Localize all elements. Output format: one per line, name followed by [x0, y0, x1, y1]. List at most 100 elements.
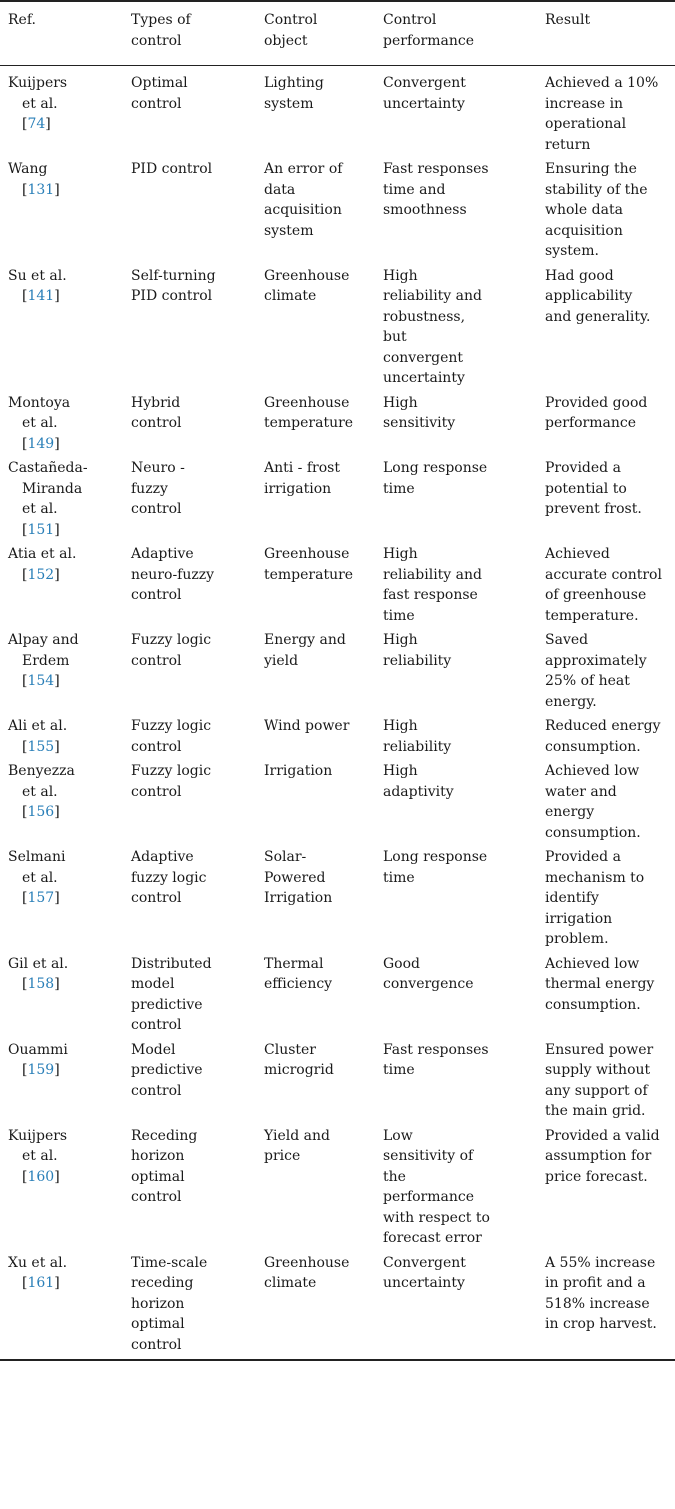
cell-object: Yield and price	[264, 1127, 330, 1165]
ref-citation: [155]	[22, 738, 60, 755]
ref-cell: Ali et al. [155]	[8, 716, 116, 757]
header-performance: Control performance	[383, 12, 475, 49]
ref-author: Wang	[8, 161, 48, 177]
cell-type: Receding horizon optimal control	[131, 1127, 198, 1206]
ref-author: Selmani	[8, 849, 66, 865]
ref-citation: [74]	[22, 116, 51, 132]
ref-author-cont: et al.	[22, 415, 58, 431]
ref-author-cont: Erdem	[22, 652, 70, 669]
ref-author-cont: et al.	[22, 95, 58, 112]
cell-result: Ensuring the stability of the whole data…	[545, 161, 648, 259]
cell-result: Provided a potential to prevent frost.	[545, 460, 642, 517]
header-type: Types of control	[131, 12, 191, 49]
cell-type: PID control	[131, 161, 213, 177]
cell-object: An error of data acquisition system	[264, 161, 343, 239]
cell-object: Wind power	[264, 718, 350, 734]
cell-performance: High reliability	[383, 718, 452, 755]
ref-cell: Atia et al. [152]	[8, 544, 116, 585]
cell-result: Had good applicability and generality.	[545, 267, 651, 325]
table-bottom-rule	[0, 1359, 675, 1361]
table-top-rule	[0, 0, 675, 2]
cell-type: Neuro - fuzzy control	[131, 460, 185, 517]
ref-author-cont: et al.	[22, 869, 58, 886]
ref-author-cont: et al.	[22, 1148, 58, 1164]
cell-result: Provided good performance	[545, 394, 648, 432]
citation-link[interactable]: 160	[27, 1168, 55, 1185]
cell-type: Time-scale receding horizon optimal cont…	[131, 1254, 208, 1353]
ref-author: Alpay and	[8, 632, 79, 648]
ref-cell: Su et al. [141]	[8, 266, 116, 307]
ref-author: Montoya	[8, 394, 71, 411]
header-rule	[0, 65, 675, 66]
ref-author-cont: Miranda	[22, 480, 83, 497]
cell-type: Distributed model predictive control	[131, 955, 212, 1034]
ref-cell: Montoya et al. [149]	[8, 393, 116, 455]
ref-cell: Benyezza et al. [156]	[8, 761, 116, 823]
ref-citation: [131]	[22, 181, 60, 198]
cell-result: Achieved accurate control of greenhouse …	[545, 546, 662, 624]
cell-performance: Convergent uncertainty	[383, 75, 466, 112]
cell-result: Ensured power supply without any support…	[545, 1041, 654, 1120]
citation-link[interactable]: 157	[27, 890, 55, 906]
ref-cell: Kuijpers et al. [74]	[8, 73, 116, 135]
ref-cell: Castañeda- Miranda et al. [151]	[8, 458, 116, 540]
ref-author: Castañeda-	[8, 460, 88, 476]
cell-object: Greenhouse climate	[264, 267, 350, 305]
citation-link[interactable]: 156	[27, 804, 55, 820]
ref-cell: Gil et al. [158]	[8, 954, 116, 995]
cell-type: Fuzzy logic control	[131, 718, 212, 755]
citation-link[interactable]: 155	[27, 738, 55, 755]
cell-object: Greenhouse temperature	[264, 394, 354, 432]
ref-author: Su et al.	[8, 267, 67, 284]
cell-object: Greenhouse climate	[264, 1254, 350, 1292]
cell-result: Achieved low water and energy consumptio…	[545, 763, 641, 841]
cell-performance: Fast responses time and smoothness	[383, 161, 489, 218]
cell-type: Self-turning PID control	[131, 267, 216, 305]
citation-link[interactable]: 74	[27, 116, 46, 132]
cell-object: Cluster microgrid	[264, 1041, 334, 1079]
cell-object: Anti - frost irrigation	[264, 460, 340, 497]
citation-link[interactable]: 151	[27, 521, 55, 538]
citation-link[interactable]: 159	[27, 1062, 55, 1078]
cell-type: Optimal control	[131, 75, 188, 112]
ref-author: Benyezza	[8, 763, 75, 779]
ref-citation: [159]	[22, 1062, 60, 1078]
cell-result: Achieved low thermal energy consumption.	[545, 955, 655, 1013]
cell-result: A 55% increase in profit and a 518% incr…	[545, 1254, 657, 1333]
cell-type: Adaptive fuzzy logic control	[131, 849, 207, 906]
ref-citation: [154]	[22, 673, 60, 689]
citation-link[interactable]: 141	[27, 288, 55, 304]
ref-citation: [158]	[22, 976, 60, 992]
header-object: Control object	[264, 12, 318, 49]
citation-link[interactable]: 154	[27, 673, 55, 689]
cell-performance: Fast responses time	[383, 1041, 489, 1079]
citation-link[interactable]: 149	[27, 435, 55, 452]
cell-object: Irrigation	[264, 763, 333, 779]
cell-object: Lighting system	[264, 75, 324, 112]
ref-citation: [141]	[22, 288, 60, 304]
header-ref: Ref.	[8, 12, 36, 28]
cell-type: Fuzzy logic control	[131, 763, 212, 800]
cell-object: Thermal efficiency	[264, 955, 333, 993]
ref-citation: [161]	[22, 1275, 60, 1291]
citation-link[interactable]: 158	[27, 976, 55, 992]
cell-object: Solar- Powered Irrigation	[264, 849, 333, 906]
ref-citation: [157]	[22, 890, 60, 906]
header-result: Result	[545, 12, 591, 28]
ref-author: Xu et al.	[8, 1254, 68, 1271]
cell-result: Reduced energy consumption.	[545, 718, 661, 755]
ref-author: Kuijpers	[8, 75, 68, 91]
ref-cell: Selmani et al. [157]	[8, 847, 116, 909]
cell-object: Energy and yield	[264, 632, 346, 669]
ref-citation: [151]	[22, 521, 60, 538]
citation-link[interactable]: 161	[27, 1275, 55, 1291]
ref-author: Atia et al.	[8, 546, 77, 562]
ref-author: Gil et al.	[8, 955, 69, 972]
cell-performance: Low sensitivity of the performance with …	[383, 1127, 490, 1247]
ref-cell: Kuijpers et al. [160]	[8, 1126, 116, 1188]
cell-performance: Convergent uncertainty	[383, 1254, 466, 1292]
cell-result: Achieved a 10% increase in operational r…	[545, 75, 659, 153]
citation-link[interactable]: 152	[27, 566, 55, 583]
cell-performance: High reliability and fast response time	[383, 546, 482, 624]
citation-link[interactable]: 131	[27, 181, 55, 198]
